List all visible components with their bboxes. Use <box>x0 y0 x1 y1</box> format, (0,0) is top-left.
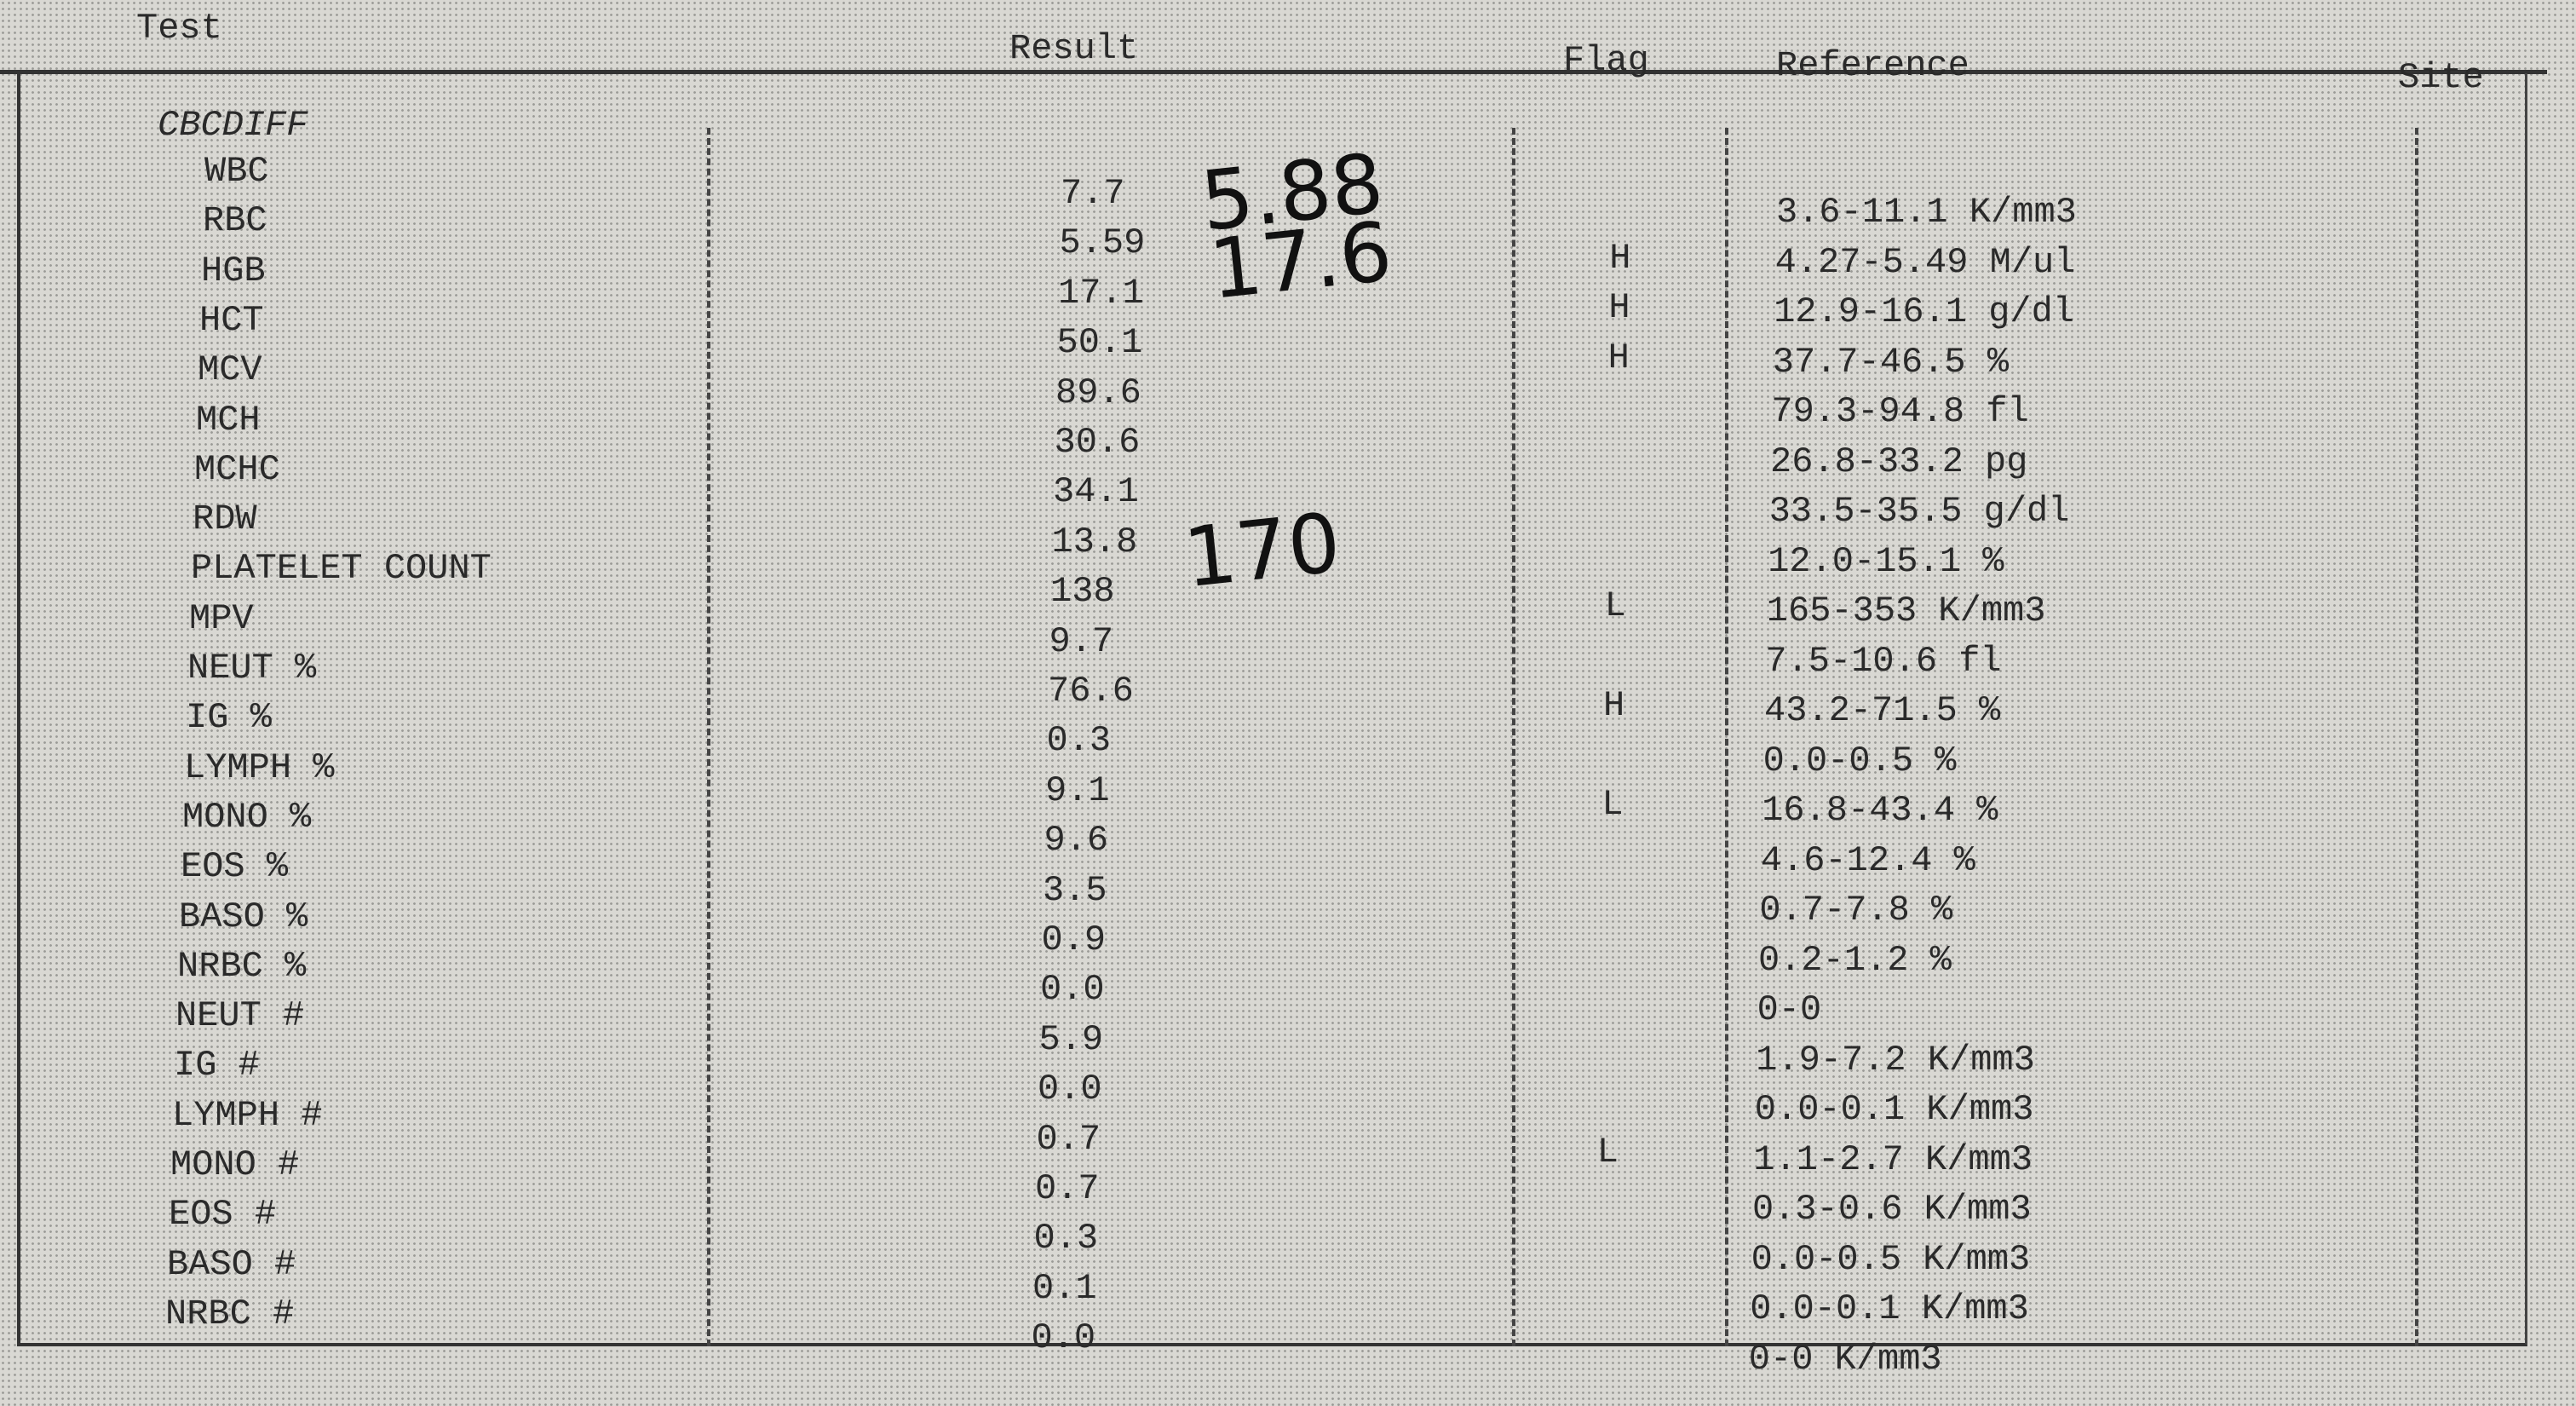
reference-range: 1.9-7.2 K/mm3 <box>1756 1039 2035 1080</box>
result-value: 9.6 <box>1044 820 1109 861</box>
test-name: MPV <box>189 597 254 639</box>
reference-range: 3.6-11.1 K/mm3 <box>1776 192 2077 233</box>
test-name: MCV <box>198 349 262 391</box>
result-value: 7.7 <box>1061 173 1125 214</box>
reference-range: 37.7-46.5 % <box>1772 341 2010 383</box>
reference-range: 16.8-43.4 % <box>1762 790 1998 831</box>
header-result: Result <box>1009 28 1139 69</box>
test-name: IG % <box>186 697 272 739</box>
result-value: 17.1 <box>1058 272 1144 314</box>
test-name: MONO % <box>182 796 312 838</box>
column-divider <box>2415 128 2418 1346</box>
reference-range: 0.0-0.5 % <box>1762 740 1957 781</box>
test-name: MCH <box>196 399 261 441</box>
result-value: 0.0 <box>1031 1317 1096 1359</box>
test-name: MONO # <box>170 1144 300 1185</box>
reference-range: 7.5-10.6 fl <box>1765 640 2002 682</box>
report-frame <box>17 73 2527 1346</box>
flag: H <box>1608 287 1630 329</box>
column-divider <box>707 128 710 1346</box>
result-value: 50.1 <box>1056 322 1143 364</box>
result-value: 0.3 <box>1033 1218 1099 1259</box>
reference-range: 26.8-33.2 pg <box>1770 441 2028 482</box>
test-name: HCT <box>199 299 264 341</box>
reference-range: 12.0-15.1 % <box>1768 540 2004 582</box>
reference-range: 0.7-7.8 % <box>1759 890 1953 931</box>
flag: L <box>1601 784 1624 826</box>
handwritten-note: 17.6 <box>1205 204 1397 318</box>
reference-range: 0-0 K/mm3 <box>1748 1338 1942 1380</box>
reference-range: 1.1-2.7 K/mm3 <box>1753 1138 2033 1180</box>
reference-range: 4.27-5.49 M/ul <box>1774 241 2076 283</box>
test-name: NEUT % <box>187 648 317 689</box>
test-name: NRBC # <box>165 1293 295 1334</box>
test-name: LYMPH # <box>172 1094 323 1136</box>
result-value: 0.1 <box>1032 1267 1097 1309</box>
reference-range: 165-353 K/mm3 <box>1766 591 2046 631</box>
reference-range: 4.6-12.4 % <box>1760 839 1975 881</box>
result-value: 5.59 <box>1059 222 1146 264</box>
test-name: NRBC % <box>177 945 307 987</box>
result-value: 5.9 <box>1038 1018 1104 1060</box>
flag: H <box>1607 337 1630 378</box>
reference-range: 12.9-16.1 g/dl <box>1774 291 2075 332</box>
test-name: RBC <box>203 200 267 242</box>
reference-range: 0-0 <box>1757 989 1822 1030</box>
flag: L <box>1596 1132 1619 1173</box>
result-value: 34.1 <box>1053 471 1139 513</box>
header-reference: Reference <box>1776 45 1969 86</box>
test-name: NEUT # <box>175 995 305 1037</box>
result-value: 76.6 <box>1048 671 1134 712</box>
test-name: BASO % <box>179 896 308 937</box>
result-value: 0.9 <box>1041 919 1107 960</box>
result-value: 0.7 <box>1036 1118 1101 1160</box>
section-title: CBCDIFF <box>158 105 308 146</box>
result-value: 0.0 <box>1038 1069 1102 1110</box>
test-name: EOS # <box>169 1194 277 1236</box>
result-value: 13.8 <box>1051 521 1138 562</box>
test-name: IG # <box>174 1045 260 1086</box>
header-flag: Flag <box>1563 40 1649 81</box>
reference-range: 43.2-71.5 % <box>1764 690 2001 731</box>
reference-range: 0.0-0.5 K/mm3 <box>1751 1238 2031 1280</box>
header-site: Site <box>2398 57 2484 98</box>
test-name: RDW <box>193 498 257 540</box>
result-value: 3.5 <box>1043 869 1107 911</box>
flag: H <box>1603 684 1625 726</box>
result-value: 30.6 <box>1054 422 1141 463</box>
result-value: 0.7 <box>1035 1168 1100 1209</box>
test-name: WBC <box>204 151 269 192</box>
test-name: HGB <box>201 250 266 291</box>
result-value: 0.3 <box>1046 720 1112 762</box>
result-value: 9.7 <box>1049 620 1114 662</box>
test-name: MCHC <box>194 448 280 490</box>
test-name: BASO # <box>167 1243 296 1285</box>
result-value: 89.6 <box>1055 372 1141 413</box>
column-divider <box>1725 128 1728 1346</box>
reference-range: 79.3-94.8 fl <box>1771 391 2029 432</box>
flag: L <box>1604 585 1626 627</box>
column-divider <box>1512 128 1515 1346</box>
reference-range: 0.3-0.6 K/mm3 <box>1752 1189 2032 1230</box>
header-test: Test <box>136 8 222 49</box>
flag: H <box>1609 238 1631 279</box>
header-band <box>0 0 2547 74</box>
result-value: 0.0 <box>1040 969 1105 1011</box>
reference-range: 0.0-0.1 K/mm3 <box>1750 1288 2029 1329</box>
test-name: PLATELET COUNT <box>191 548 492 590</box>
reference-range: 0.2-1.2 % <box>1758 939 1952 981</box>
result-value: 9.1 <box>1045 769 1110 811</box>
result-value: 138 <box>1050 571 1115 613</box>
test-name: EOS % <box>181 846 289 888</box>
reference-range: 33.5-35.5 g/dl <box>1768 491 2070 532</box>
handwritten-note: 170 <box>1179 494 1345 607</box>
reference-range: 0.0-0.1 K/mm3 <box>1754 1089 2034 1130</box>
test-name: LYMPH % <box>184 746 335 788</box>
